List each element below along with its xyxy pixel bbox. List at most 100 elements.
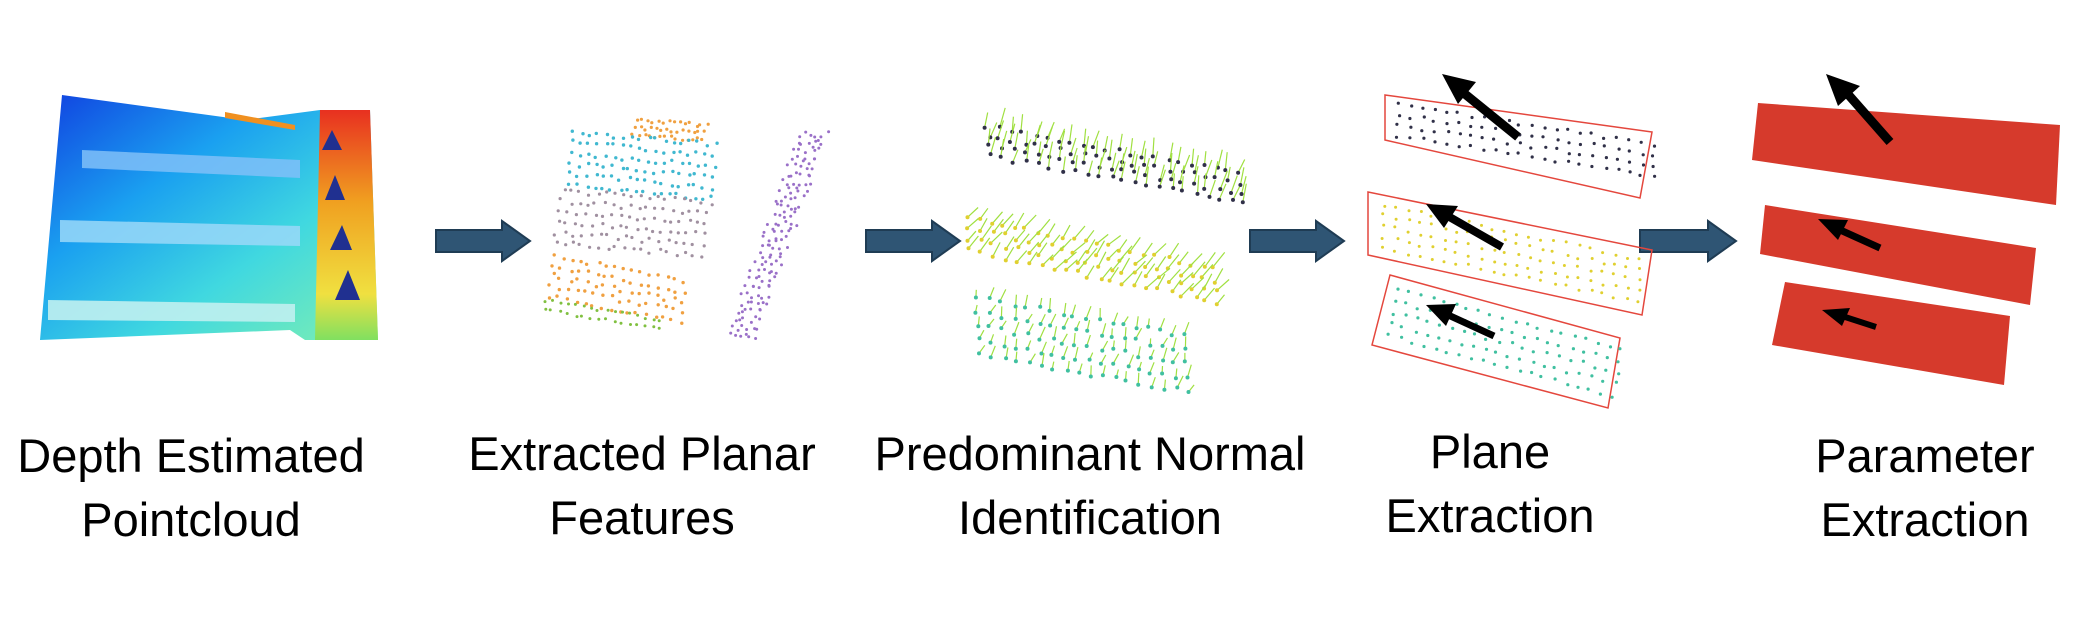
normal-band-teal-point — [1111, 321, 1116, 326]
planar-point-cyan — [616, 178, 621, 182]
normal-band-dark-normal — [1144, 157, 1150, 176]
normal-band-dark-point — [1195, 191, 1200, 196]
plane-point-teal — [1493, 350, 1498, 354]
normal-band-dark-point — [986, 142, 991, 147]
planar-point-gray — [590, 233, 594, 237]
plane-point-teal — [1550, 329, 1554, 333]
planar-point-purple — [750, 296, 753, 300]
planar-point-orange-low — [656, 303, 660, 307]
plane-point-teal — [1601, 379, 1605, 383]
planar-point-orange-low — [579, 259, 583, 264]
planar-point-purple — [777, 189, 781, 193]
planar-point-purple — [789, 174, 793, 178]
planar-point-cyan — [671, 169, 675, 174]
normal-band-yellow-normal — [1191, 277, 1205, 290]
normal-band-teal-point — [1148, 355, 1153, 360]
planar-point-orange — [700, 137, 704, 142]
planar-point-cyan — [625, 166, 629, 171]
normal-band-yellow-point — [965, 226, 970, 231]
normal-band-yellow-normal — [1156, 256, 1167, 270]
normal-band-dark-point — [1171, 186, 1176, 190]
planar-point-purple — [827, 130, 831, 134]
normal-band-yellow-point — [965, 238, 970, 243]
planar-point-purple — [779, 252, 783, 256]
planar-point-orange — [670, 134, 674, 138]
plane-point-teal — [1410, 341, 1414, 345]
plane-point-yellow — [1467, 219, 1471, 223]
planar-point-gray — [613, 191, 617, 195]
planar-point-cyan — [641, 189, 645, 194]
planar-point-cyan — [696, 164, 700, 168]
normal-band-teal-point — [1114, 375, 1119, 379]
planar-point-cyan — [621, 143, 626, 147]
planar-point-purple — [734, 319, 738, 323]
plane-point-yellow — [1466, 254, 1470, 258]
planar-point-purple — [778, 255, 782, 259]
planar-point-cyan — [694, 150, 698, 154]
planar-point-orange — [706, 122, 710, 126]
planar-point-purple — [774, 271, 778, 275]
normal-band-teal-normal — [1074, 346, 1079, 360]
normal-band-yellow-normal — [1172, 279, 1182, 292]
normal-band-yellow-normal — [1214, 268, 1224, 284]
planar-point-purple — [764, 260, 768, 264]
planar-point-orange-low — [550, 264, 554, 268]
plane-point-yellow — [1611, 272, 1615, 276]
planar-point-orange — [695, 136, 699, 140]
plane-point-teal — [1608, 345, 1613, 349]
planar-point-purple — [749, 320, 753, 324]
plane-point-yellow — [1517, 253, 1521, 256]
normal-band-teal-point — [1074, 327, 1079, 332]
planar-point-green — [575, 315, 579, 319]
plane-point-yellow — [1514, 241, 1518, 245]
planar-point-cyan — [636, 137, 641, 142]
planar-point-green — [543, 300, 547, 304]
plane-point-yellow — [1392, 249, 1396, 253]
planar-point-orange-low — [656, 273, 660, 277]
plane-point-teal — [1573, 334, 1577, 338]
plane-point-yellow — [1493, 260, 1497, 264]
plane-point-teal — [1451, 326, 1455, 330]
normal-band-yellow-normal — [1111, 256, 1124, 271]
normal-band-yellow-normal — [1061, 238, 1072, 250]
normal-band-teal-point — [1050, 367, 1055, 372]
plane-point-dark — [1482, 148, 1486, 152]
normal-band-yellow-point — [1003, 258, 1008, 263]
planar-point-purple — [772, 229, 776, 233]
planar-point-orange — [668, 119, 672, 123]
planar-point-green — [621, 310, 624, 314]
normal-band-teal-normal — [1183, 321, 1190, 335]
normal-band-yellow-normal — [1180, 282, 1195, 297]
planar-point-green — [652, 325, 656, 329]
normal-band-yellow-normal — [1168, 268, 1181, 283]
planar-point-purple — [774, 222, 778, 226]
plane-point-teal — [1552, 365, 1556, 370]
planar-point-purple — [808, 174, 811, 178]
normal-band-dark-point — [1070, 160, 1075, 165]
planar-point-cyan — [646, 160, 651, 164]
planar-point-orange-low — [680, 311, 685, 315]
normal-band-yellow-normal — [1017, 233, 1030, 248]
plane-point-dark — [1398, 114, 1402, 118]
plane-point-teal — [1455, 302, 1459, 306]
planar-point-cyan — [567, 170, 572, 174]
planar-point-orange-low — [637, 303, 641, 307]
planar-point-orange-low — [570, 280, 574, 284]
planar-point-gray — [636, 228, 640, 232]
planar-point-gray — [620, 213, 624, 217]
planar-point-gray — [623, 246, 627, 250]
plane-point-dark — [1516, 151, 1520, 155]
planar-point-cyan — [642, 178, 647, 182]
planar-point-orange-low — [555, 294, 559, 298]
plane-point-teal — [1414, 330, 1418, 334]
normal-band-dark-normal — [1062, 156, 1066, 172]
normal-band-yellow-normal — [1072, 242, 1086, 254]
normal-band-yellow-normal — [1212, 252, 1226, 268]
planar-point-purple — [784, 220, 788, 223]
plane-bbox-bottom — [1371, 274, 1621, 409]
plane-point-yellow — [1611, 296, 1615, 300]
planar-point-purple — [749, 300, 753, 304]
normal-band-dark-normal — [1133, 153, 1138, 172]
planar-point-gray — [573, 222, 578, 226]
normal-band-teal-normal — [1013, 321, 1020, 335]
